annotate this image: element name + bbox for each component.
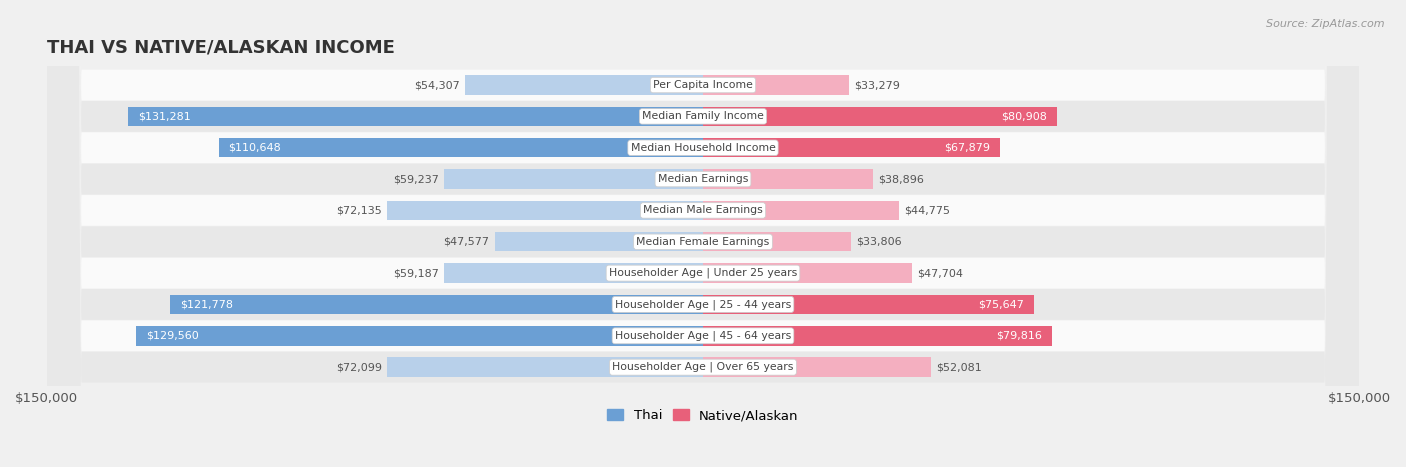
Text: THAI VS NATIVE/ALASKAN INCOME: THAI VS NATIVE/ALASKAN INCOME	[46, 38, 395, 57]
Text: Median Earnings: Median Earnings	[658, 174, 748, 184]
Text: $47,577: $47,577	[443, 237, 489, 247]
Text: $72,099: $72,099	[336, 362, 382, 372]
Bar	[219, 138, 703, 157]
FancyBboxPatch shape	[46, 0, 1360, 467]
Text: Householder Age | Over 65 years: Householder Age | Over 65 years	[612, 362, 794, 372]
Bar	[703, 357, 931, 377]
Text: $110,648: $110,648	[229, 143, 281, 153]
Text: $33,279: $33,279	[853, 80, 900, 90]
Bar	[388, 357, 703, 377]
Bar	[703, 201, 898, 220]
FancyBboxPatch shape	[46, 0, 1360, 467]
Bar	[703, 75, 849, 95]
Text: $121,778: $121,778	[180, 299, 233, 310]
Bar	[128, 106, 703, 126]
Bar	[387, 201, 703, 220]
Bar	[170, 295, 703, 314]
Text: Householder Age | 25 - 44 years: Householder Age | 25 - 44 years	[614, 299, 792, 310]
Text: Householder Age | Under 25 years: Householder Age | Under 25 years	[609, 268, 797, 278]
Text: $59,237: $59,237	[392, 174, 439, 184]
Text: $44,775: $44,775	[904, 205, 950, 215]
Text: $80,908: $80,908	[1001, 112, 1047, 121]
Text: $131,281: $131,281	[138, 112, 191, 121]
FancyBboxPatch shape	[46, 0, 1360, 467]
Bar	[495, 232, 703, 252]
FancyBboxPatch shape	[46, 0, 1360, 467]
Bar	[465, 75, 703, 95]
Text: $129,560: $129,560	[146, 331, 198, 341]
Text: $72,135: $72,135	[336, 205, 382, 215]
Bar	[703, 106, 1057, 126]
Bar	[703, 138, 1000, 157]
FancyBboxPatch shape	[46, 0, 1360, 467]
Text: $38,896: $38,896	[879, 174, 924, 184]
Text: $79,816: $79,816	[997, 331, 1042, 341]
FancyBboxPatch shape	[46, 0, 1360, 467]
Text: $52,081: $52,081	[936, 362, 981, 372]
Text: $33,806: $33,806	[856, 237, 901, 247]
Text: Median Female Earnings: Median Female Earnings	[637, 237, 769, 247]
Text: $75,647: $75,647	[979, 299, 1024, 310]
Text: Householder Age | 45 - 64 years: Householder Age | 45 - 64 years	[614, 331, 792, 341]
Text: Median Family Income: Median Family Income	[643, 112, 763, 121]
Bar	[703, 263, 911, 283]
Bar	[703, 232, 851, 252]
Text: Median Household Income: Median Household Income	[630, 143, 776, 153]
FancyBboxPatch shape	[46, 0, 1360, 467]
Text: $59,187: $59,187	[392, 268, 439, 278]
Text: Median Male Earnings: Median Male Earnings	[643, 205, 763, 215]
Bar	[703, 295, 1033, 314]
Bar	[444, 170, 703, 189]
Text: $67,879: $67,879	[945, 143, 990, 153]
Bar	[136, 326, 703, 346]
Text: $54,307: $54,307	[415, 80, 460, 90]
Legend: Thai, Native/Alaskan: Thai, Native/Alaskan	[602, 404, 804, 427]
FancyBboxPatch shape	[46, 0, 1360, 467]
Bar	[703, 326, 1052, 346]
Bar	[703, 170, 873, 189]
Text: Per Capita Income: Per Capita Income	[652, 80, 754, 90]
Bar	[444, 263, 703, 283]
FancyBboxPatch shape	[46, 0, 1360, 467]
Text: $47,704: $47,704	[917, 268, 963, 278]
FancyBboxPatch shape	[46, 0, 1360, 467]
Text: Source: ZipAtlas.com: Source: ZipAtlas.com	[1267, 19, 1385, 28]
